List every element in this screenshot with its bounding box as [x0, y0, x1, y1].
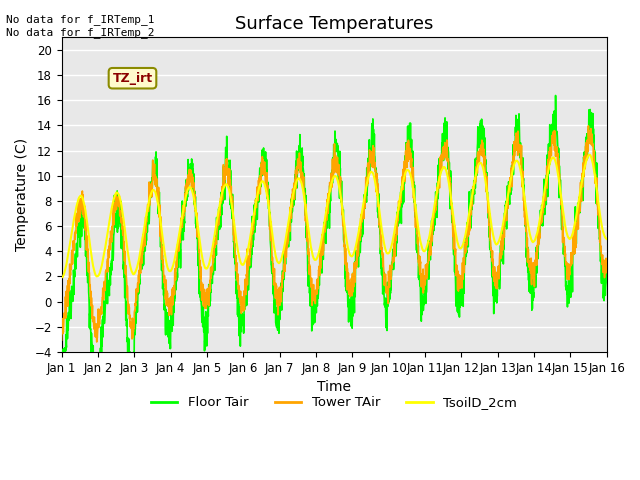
Title: Surface Temperatures: Surface Temperatures [235, 15, 433, 33]
Text: TZ_irt: TZ_irt [113, 72, 152, 85]
Legend: Floor Tair, Tower TAir, TsoilD_2cm: Floor Tair, Tower TAir, TsoilD_2cm [146, 391, 523, 415]
Text: No data for f_IRTemp_1
No data for f_IRTemp_2: No data for f_IRTemp_1 No data for f_IRT… [6, 14, 155, 38]
Y-axis label: Temperature (C): Temperature (C) [15, 138, 29, 251]
X-axis label: Time: Time [317, 380, 351, 394]
